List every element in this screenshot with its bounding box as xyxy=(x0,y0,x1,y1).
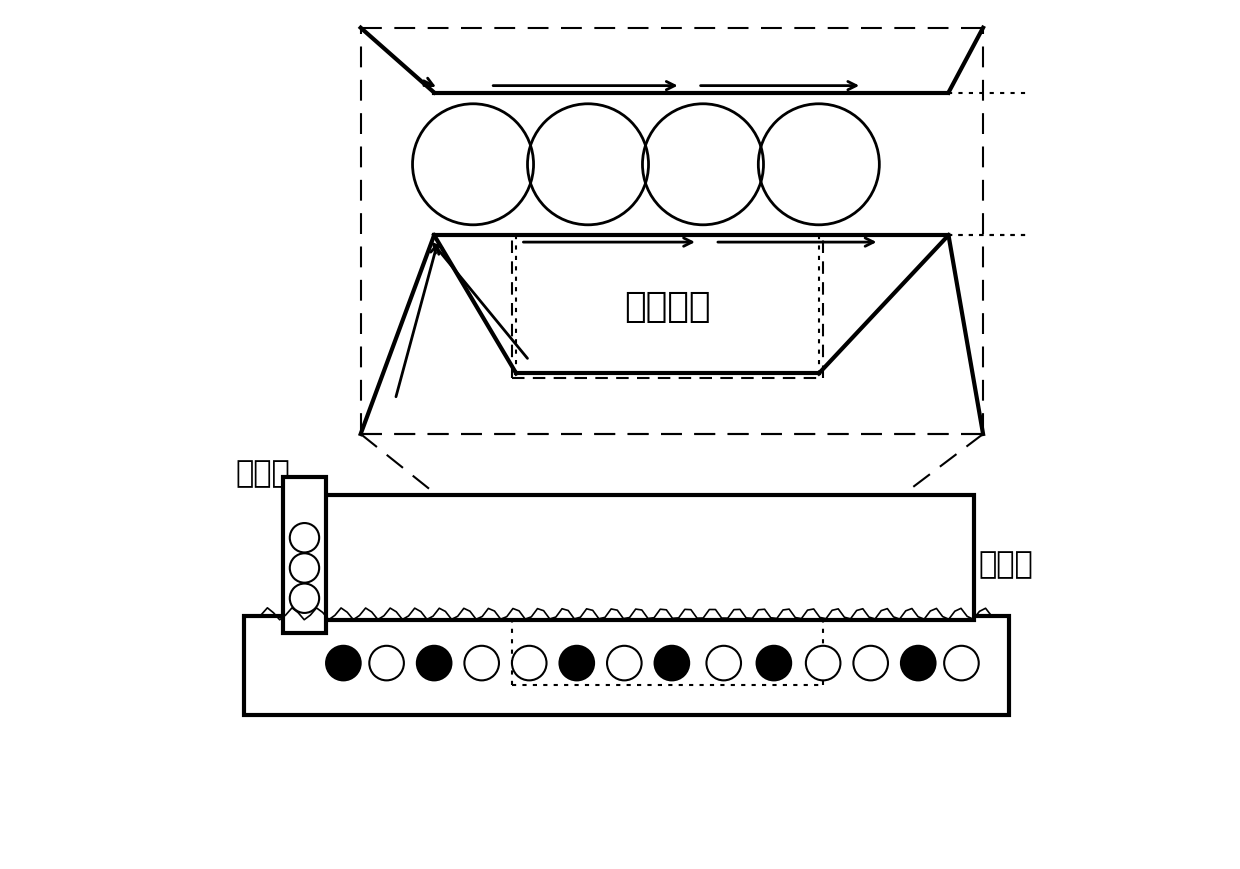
Circle shape xyxy=(707,646,742,680)
Circle shape xyxy=(806,646,841,680)
Text: 出口煱: 出口煱 xyxy=(978,549,1033,579)
Circle shape xyxy=(465,646,498,680)
Circle shape xyxy=(370,646,404,680)
Circle shape xyxy=(326,646,361,680)
Circle shape xyxy=(756,646,791,680)
Text: 收缩通道: 收缩通道 xyxy=(624,290,711,324)
Circle shape xyxy=(417,646,451,680)
Bar xyxy=(321,495,975,620)
Circle shape xyxy=(944,646,978,680)
Circle shape xyxy=(655,646,689,680)
Circle shape xyxy=(608,646,641,680)
Circle shape xyxy=(559,646,594,680)
Text: 入口煱: 入口煱 xyxy=(236,459,290,488)
Circle shape xyxy=(853,646,888,680)
Circle shape xyxy=(901,646,935,680)
Circle shape xyxy=(512,646,547,680)
Bar xyxy=(244,616,1009,715)
Bar xyxy=(283,478,326,634)
